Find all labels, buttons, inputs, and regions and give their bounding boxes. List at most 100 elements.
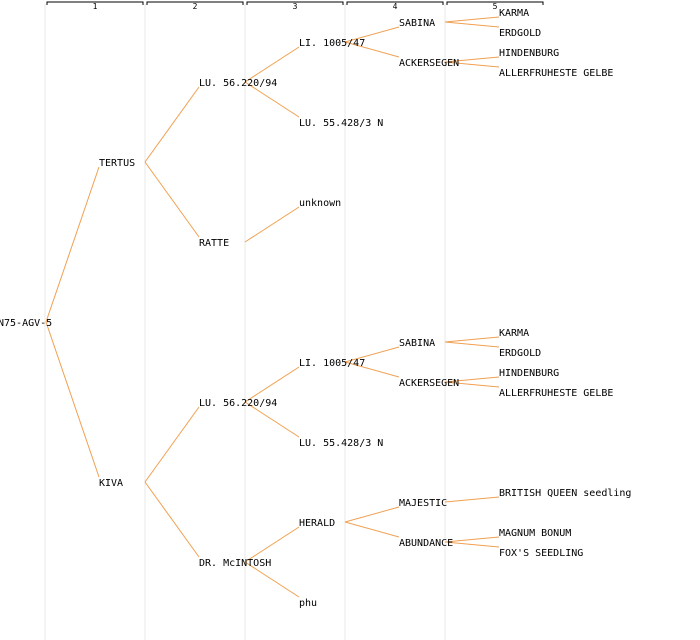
generation-number: 1 <box>93 2 98 11</box>
pedigree-node-label: LI. 1005/47 <box>299 358 365 369</box>
pedigree-node-label: SABINA <box>399 338 435 349</box>
pedigree-node: ALLERFRUHESTE GELBE <box>499 68 613 79</box>
pedigree-edge <box>344 521 400 538</box>
pedigree-node-label: HINDENBURG <box>499 368 559 379</box>
pedigree-node-label: HINDENBURG <box>499 48 559 59</box>
pedigree-edge <box>444 61 500 68</box>
pedigree-node: LI. 1005/47 <box>299 38 365 49</box>
pedigree-node-label: KARMA <box>499 8 529 19</box>
pedigree-edge <box>344 26 400 43</box>
pedigree-edge <box>344 346 400 363</box>
pedigree-node: unknown <box>299 198 341 209</box>
generation-number: 2 <box>193 2 198 11</box>
pedigree-node-label: LI. 1005/47 <box>299 38 365 49</box>
pedigree-edges <box>45 16 500 598</box>
pedigree-node-label: DR. McINTOSH <box>199 558 271 569</box>
generation-header-5: 5 <box>446 1 544 11</box>
pedigree-node-label: RATTE <box>199 238 229 249</box>
pedigree-node: KARMA <box>499 8 529 19</box>
pedigree-edge <box>45 321 100 478</box>
generation-bracket <box>446 1 544 5</box>
pedigree-edge <box>344 361 400 378</box>
pedigree-node-label: SABINA <box>399 18 435 29</box>
generation-bracket <box>346 1 444 5</box>
pedigree-edge <box>444 16 500 23</box>
generation-header-4: 4 <box>346 1 444 11</box>
generation-guides: 1 2 3 4 5 <box>44 1 544 640</box>
pedigree-edge <box>144 161 200 238</box>
pedigree-edge <box>244 401 300 438</box>
pedigree-node: KARMA <box>499 328 529 339</box>
generation-bracket <box>46 1 144 5</box>
pedigree-node: ABUNDANCE <box>399 538 453 549</box>
pedigree-node: SABINA <box>399 18 435 29</box>
pedigree-node: ACKERSEGEN <box>399 58 459 69</box>
pedigree-node: ERDGOLD <box>499 348 541 359</box>
pedigree-node: TERTUS <box>99 158 135 169</box>
pedigree-node: SABINA <box>399 338 435 349</box>
pedigree-node: HINDENBURG <box>499 48 559 59</box>
pedigree-edge <box>444 341 500 348</box>
pedigree-edge <box>344 506 400 523</box>
pedigree-edge <box>444 536 500 543</box>
pedigree-edge <box>444 21 500 28</box>
pedigree-node-label: TERTUS <box>99 158 135 169</box>
pedigree-node-label: unknown <box>299 198 341 209</box>
pedigree-edge <box>244 46 300 83</box>
pedigree-edge <box>45 166 100 323</box>
pedigree-node: LU. 56.220/94 <box>199 78 277 89</box>
pedigree-node-label: ERDGOLD <box>499 28 541 39</box>
pedigree-node: LU. 56.220/94 <box>199 398 277 409</box>
pedigree-node-label: FOX'S SEEDLING <box>499 548 583 559</box>
pedigree-node-label: HERALD <box>299 518 335 529</box>
pedigree-node-label: LU. 56.220/94 <box>199 398 277 409</box>
pedigree-node: N75-AGV-5 <box>0 318 52 329</box>
pedigree-node: LI. 1005/47 <box>299 358 365 369</box>
pedigree-node-label: KIVA <box>99 478 123 489</box>
pedigree-node-label: KARMA <box>499 328 529 339</box>
pedigree-node-label: ALLERFRUHESTE GELBE <box>499 388 613 399</box>
pedigree-node: HINDENBURG <box>499 368 559 379</box>
pedigree-node: MAGNUM BONUM <box>499 528 571 539</box>
pedigree-edge <box>244 81 300 118</box>
pedigree-node-label: ALLERFRUHESTE GELBE <box>499 68 613 79</box>
pedigree-node-label: LU. 55.428/3 N <box>299 118 383 129</box>
pedigree-edge <box>444 56 500 63</box>
pedigree-edge <box>444 496 500 503</box>
pedigree-node-label: MAJESTIC <box>399 498 447 509</box>
pedigree-edge <box>244 206 300 243</box>
pedigree-node-label: ERDGOLD <box>499 348 541 359</box>
pedigree-edge <box>144 406 200 483</box>
pedigree-edge <box>244 366 300 403</box>
pedigree-node-label: LU. 55.428/3 N <box>299 438 383 449</box>
pedigree-node: LU. 55.428/3 N <box>299 438 383 449</box>
pedigree-node: BRITISH QUEEN seedling <box>499 488 631 499</box>
pedigree-node-label: ACKERSEGEN <box>399 378 459 389</box>
pedigree-node: ERDGOLD <box>499 28 541 39</box>
pedigree-edge <box>444 336 500 343</box>
generation-header-3: 3 <box>246 1 344 11</box>
generation-header-1: 1 <box>46 1 144 11</box>
pedigree-node-label: ABUNDANCE <box>399 538 453 549</box>
pedigree-node: LU. 55.428/3 N <box>299 118 383 129</box>
pedigree-node-label: LU. 56.220/94 <box>199 78 277 89</box>
pedigree-edge <box>444 381 500 388</box>
generation-number: 5 <box>493 2 498 11</box>
pedigree-node-label: MAGNUM BONUM <box>499 528 571 539</box>
generation-bracket <box>146 1 244 5</box>
pedigree-edge <box>344 41 400 58</box>
pedigree-node-label: phu <box>299 598 317 609</box>
pedigree-edge <box>444 376 500 383</box>
pedigree-node: MAJESTIC <box>399 498 447 509</box>
pedigree-node: FOX'S SEEDLING <box>499 548 583 559</box>
pedigree-edge <box>244 561 300 598</box>
pedigree-node: HERALD <box>299 518 335 529</box>
pedigree-node-label: N75-AGV-5 <box>0 318 52 329</box>
generation-header-2: 2 <box>146 1 244 11</box>
pedigree-node: phu <box>299 598 317 609</box>
pedigree-node: ACKERSEGEN <box>399 378 459 389</box>
pedigree-node: ALLERFRUHESTE GELBE <box>499 388 613 399</box>
pedigree-node: RATTE <box>199 238 229 249</box>
pedigree-nodes: KARMA ERDGOLD SABINA HINDENBURG ALLERFRUHEST… <box>0 8 631 609</box>
